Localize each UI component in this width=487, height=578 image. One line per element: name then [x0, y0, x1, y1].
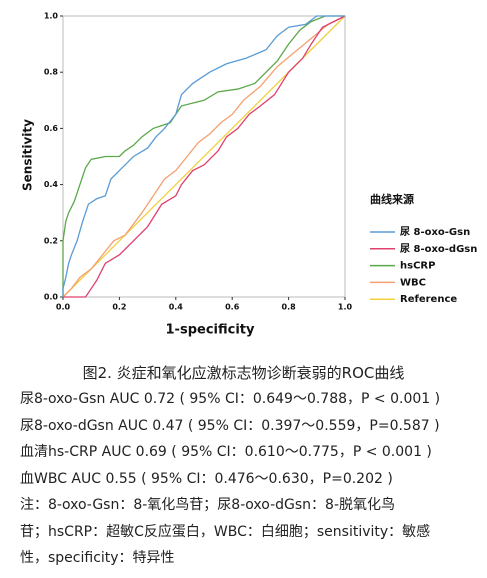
- x-tick-label: 0.4: [169, 303, 184, 312]
- y-tick-label: 0.2: [44, 236, 58, 245]
- x-tick-label: 0.6: [225, 303, 240, 312]
- y-tick-label: 1.0: [44, 12, 59, 21]
- caption-line: 尿8-oxo-Gsn AUC 0.72 ( 95% CI：0.649～0.788…: [20, 391, 441, 407]
- x-axis-label: 1-specificity: [166, 323, 255, 338]
- caption-line: 苷；hsCRP：超敏C反应蛋白，WBC：白细胞；sensitivity：敏感: [20, 523, 431, 540]
- roc-curve: [63, 15, 346, 298]
- legend-label: Reference: [400, 294, 457, 305]
- caption-line: 血WBC AUC 0.55 ( 95% CI：0.476～0.630，P=0.2…: [20, 470, 393, 487]
- x-tick-label: 0.2: [112, 303, 126, 312]
- y-axis-label: Sensitivity: [21, 119, 35, 191]
- roc-curve: [62, 15, 345, 297]
- y-tick-label: 0.8: [44, 68, 59, 77]
- x-tick-label: 1.0: [338, 303, 353, 312]
- chart: 1-specificity Sensitivity 曲线来源 0.0 0.2 0.4…: [21, 12, 478, 338]
- legend-label: WBC: [400, 277, 426, 288]
- y-tick-label: 0.4: [44, 180, 59, 189]
- caption-line: 性，specificity：特异性: [20, 550, 175, 566]
- roc-curve: [62, 15, 345, 297]
- x-tick-label: 0.0: [56, 303, 71, 312]
- roc-curve: [62, 15, 346, 298]
- legend-label: 尿 8-oxo-dGsn: [400, 243, 477, 255]
- legend-title: 曲线来源: [370, 192, 414, 206]
- y-tick-label: 0.6: [44, 124, 59, 133]
- caption-title: 图2. 炎症和氧化应激标志物诊断衰弱的ROC曲线: [82, 364, 405, 382]
- caption-line: 注：8-oxo-Gsn：8-氧化鸟苷；尿8-oxo-dGsn：8-脱氧化鸟: [20, 497, 395, 513]
- y-tick-label: 0.0: [44, 293, 59, 302]
- caption-line: 血清hs-CRP AUC 0.69 ( 95% CI：0.610～0.775，P…: [20, 444, 432, 460]
- x-tick-label: 0.8: [282, 303, 297, 312]
- caption-line: 尿8-oxo-dGsn AUC 0.47 ( 95% CI：0.397～0.55…: [20, 417, 440, 434]
- legend-label: hsCRP: [400, 261, 435, 272]
- legend-label: 尿 8-oxo-Gsn: [400, 226, 470, 238]
